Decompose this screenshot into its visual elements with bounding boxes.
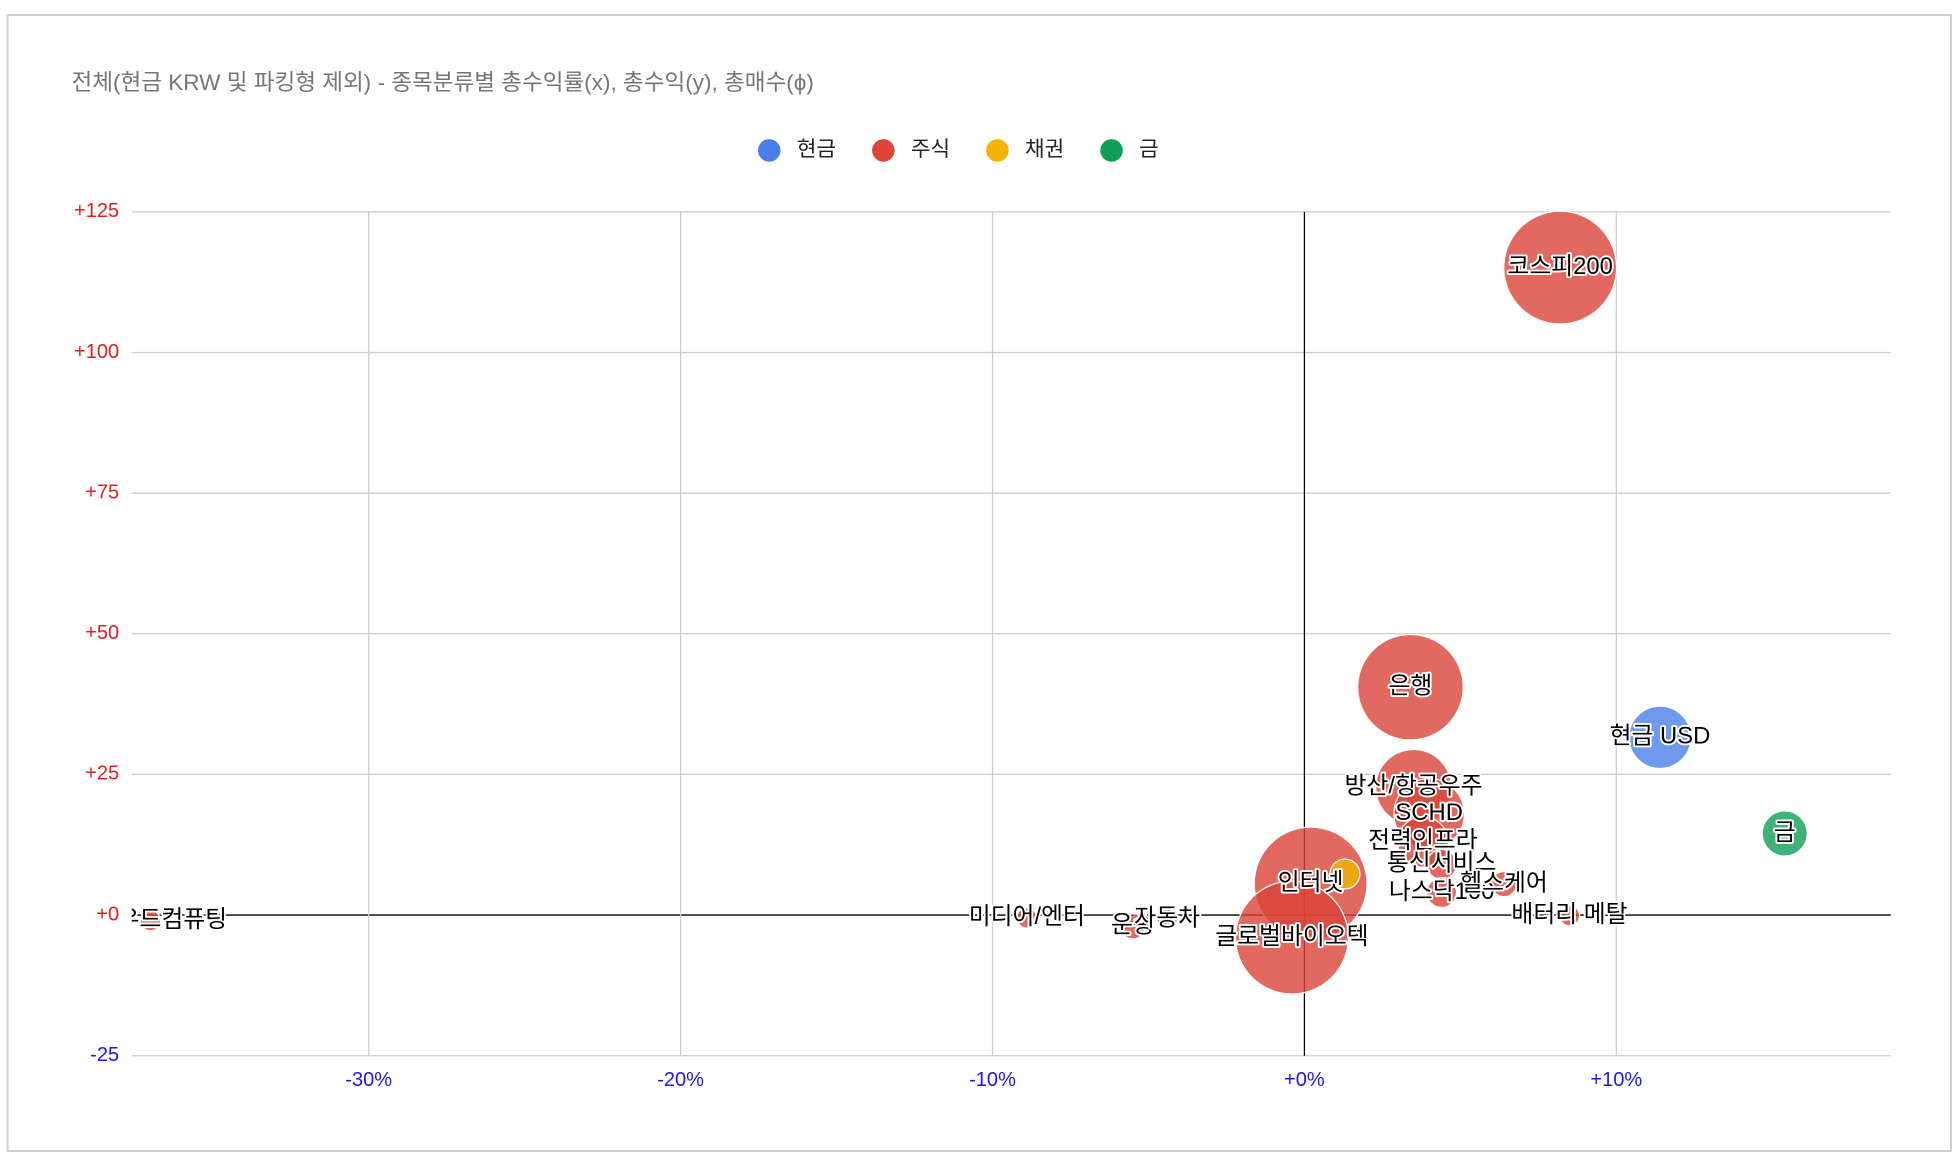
chart-frame — [6, 14, 1952, 1152]
bubble-label: 통신서비스 — [1387, 850, 1497, 877]
x-tick-label: -20% — [657, 1069, 704, 1091]
x-tick-label: -10% — [969, 1069, 1016, 1091]
bubble — [1761, 810, 1808, 857]
y-tick-label: +100 — [74, 341, 119, 363]
bubble — [1503, 210, 1618, 325]
legend-marker — [757, 139, 781, 162]
bubble — [1119, 913, 1147, 940]
bubble-label: 전력인프라 — [1368, 827, 1478, 854]
bubble — [1156, 908, 1178, 930]
bubble — [139, 909, 162, 932]
label-layer: 현금 USD 코스피200 은행방산/항공우주SCHD전력인프라통신서비스나스닥10… — [74, 251, 1798, 952]
legend-label: 채권 — [1025, 137, 1064, 161]
bubble — [1357, 633, 1464, 741]
bubble-label: 글로벌바이오텍 — [1215, 923, 1368, 950]
bubble — [1426, 877, 1458, 909]
bubble-label: 미디어/엔터 — [969, 903, 1085, 930]
legend-label: 주식 — [911, 137, 950, 161]
bubble-label: 코스피200 — [1507, 253, 1612, 280]
bubble-label: 자동차 — [1134, 904, 1200, 931]
grid: -25 +0 +25 +50 +75 +100 +125 -30% -20% -10% +0% +10… — [74, 200, 1891, 1091]
legend-label: 현금 — [797, 137, 836, 161]
legend: 현금 주식 채권 금 — [757, 137, 1159, 162]
y-tick-label: +75 — [85, 481, 119, 503]
x-tick-label: -30% — [345, 1069, 392, 1091]
bubble-label: 배터리 메탈 — [1511, 901, 1627, 928]
y-tick-label: -25 — [90, 1044, 119, 1066]
bubble-label: 은행 — [1389, 673, 1433, 700]
bubble-label: 현금 USD — [1610, 723, 1711, 750]
y-tick-label: +25 — [85, 763, 119, 785]
chart-title: 전체(현금 KRW 및 파킹형 제외) - 종목분류별 총수익률(x), 총수익… — [72, 70, 814, 95]
bubble-label: 나스닥100 — [1389, 878, 1494, 905]
legend-label: 금 — [1139, 137, 1159, 161]
bubble-label: SCHD — [1395, 799, 1462, 826]
bubble — [1558, 904, 1581, 927]
x-tick-label: +0% — [1284, 1069, 1325, 1091]
bubble-label: 인터넷 — [1278, 869, 1344, 896]
bubble — [1016, 907, 1038, 929]
legend-marker — [986, 139, 1009, 162]
bubble-label: 클라우드컴퓨팅 — [74, 906, 227, 933]
bubble — [1329, 858, 1361, 890]
bubble-label: 금 — [1774, 819, 1796, 846]
bubble — [1490, 870, 1518, 898]
x-tick-label: +10% — [1590, 1069, 1642, 1091]
legend-marker — [1100, 139, 1123, 162]
y-tick-label: +50 — [85, 622, 119, 644]
bubble — [1234, 880, 1349, 995]
bubble — [1628, 705, 1692, 770]
bubble-label: 방산/항공우주 — [1345, 773, 1483, 800]
bubble-label: 운송 — [1111, 912, 1155, 939]
plot-area — [139, 210, 1808, 995]
legend-marker — [872, 139, 895, 162]
y-tick-label: +125 — [74, 200, 119, 222]
bubble-label: 헬스케어 — [1460, 869, 1548, 896]
y-tick-label: +0 — [96, 903, 119, 925]
